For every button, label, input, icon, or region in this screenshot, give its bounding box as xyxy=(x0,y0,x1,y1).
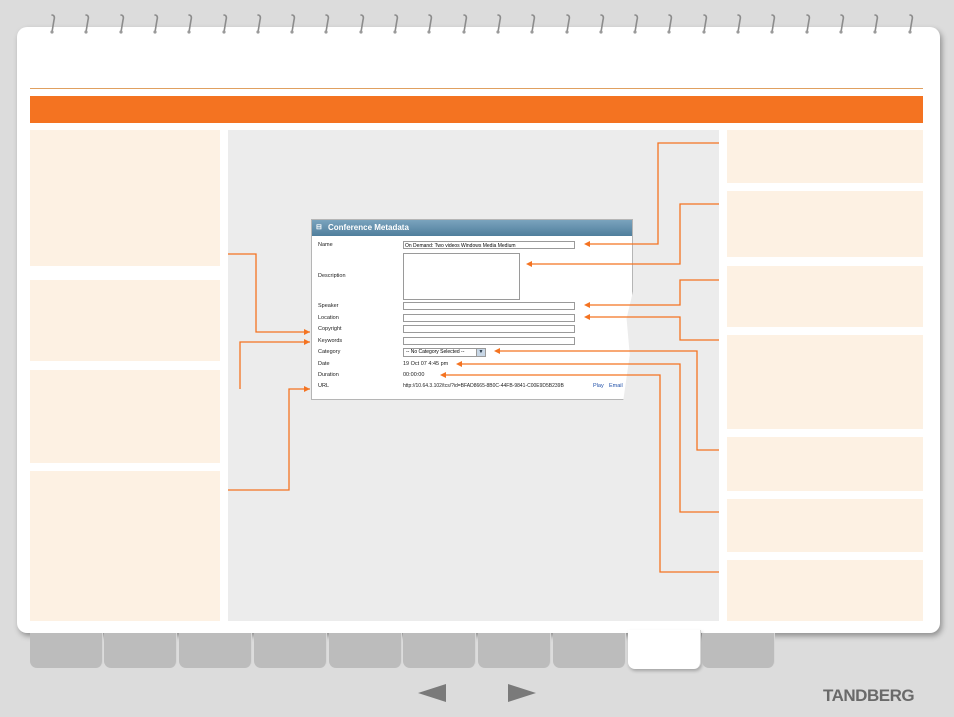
url-label: URL xyxy=(318,383,330,389)
play-link[interactable]: Play xyxy=(593,383,604,389)
copyright-label: Copyright xyxy=(318,326,342,332)
email-link[interactable]: Email xyxy=(609,383,623,389)
keywords-field[interactable] xyxy=(403,337,575,345)
nav-tab-1[interactable] xyxy=(30,633,103,668)
spiral-ring xyxy=(633,14,639,34)
right-info-panel-4 xyxy=(727,335,923,429)
spiral-ring xyxy=(873,14,879,34)
spiral-ring xyxy=(907,14,913,34)
chevron-down-icon[interactable]: ▼ xyxy=(476,349,485,356)
nav-tab-2[interactable] xyxy=(104,633,177,668)
description-field[interactable] xyxy=(403,253,520,300)
category-label: Category xyxy=(318,349,341,355)
right-info-panel-2 xyxy=(727,191,923,257)
right-info-panel-6 xyxy=(727,499,923,552)
spiral-ring xyxy=(530,14,536,34)
tandberg-logo: TANDBERG xyxy=(823,686,915,705)
date-label: Date xyxy=(318,361,330,367)
right-info-panel-3 xyxy=(727,266,923,327)
duration-value: 00:00:00 xyxy=(403,372,425,378)
spiral-ring xyxy=(393,14,399,34)
left-info-panel-1 xyxy=(30,130,220,266)
name-label: Name xyxy=(318,242,333,248)
spiral-ring xyxy=(667,14,673,34)
title-divider xyxy=(30,88,923,89)
conference-metadata-panel: ⊟ Conference Metadata Name On Demand: Tw… xyxy=(311,219,633,400)
panel-title: Conference Metadata xyxy=(328,223,409,232)
spiral-ring xyxy=(839,14,845,34)
collapse-icon[interactable]: ⊟ xyxy=(316,224,322,231)
nav-tab-4[interactable] xyxy=(254,633,327,668)
right-info-panel-7 xyxy=(727,560,923,621)
nav-tab-5[interactable] xyxy=(329,633,402,668)
right-info-panel-5 xyxy=(727,437,923,491)
spiral-ring xyxy=(496,14,502,34)
name-field[interactable]: On Demand: Two videos Windows Media Medi… xyxy=(403,241,575,249)
left-info-panel-4 xyxy=(30,471,220,621)
spiral-ring xyxy=(804,14,810,34)
nav-tab-7[interactable] xyxy=(478,633,551,668)
spiral-ring xyxy=(187,14,193,34)
location-label: Location xyxy=(318,315,339,321)
spiral-ring xyxy=(359,14,364,34)
duration-label: Duration xyxy=(318,372,339,378)
keywords-label: Keywords xyxy=(318,338,343,344)
url-value: http://10.64.3.102/tcs/?id=BFAD8665-8B0C… xyxy=(403,383,564,389)
panel-header: ⊟ Conference Metadata xyxy=(312,220,632,236)
spiral-ring xyxy=(221,14,227,34)
spiral-ring xyxy=(427,14,433,34)
spiral-ring xyxy=(599,14,604,34)
speaker-label: Speaker xyxy=(318,303,339,309)
location-field[interactable] xyxy=(403,314,575,322)
nav-tab-8[interactable] xyxy=(553,633,626,668)
nav-tab-3[interactable] xyxy=(179,633,252,668)
spiral-ring xyxy=(84,14,90,34)
spiral-ring xyxy=(702,14,707,34)
right-info-panel-1 xyxy=(727,130,923,183)
category-select[interactable]: -- No Category Selected -- ▼ xyxy=(403,348,486,357)
spiral-ring xyxy=(324,14,330,34)
spiral-ring xyxy=(564,14,570,34)
section-header-bar xyxy=(30,96,923,123)
spiral-ring xyxy=(256,14,261,34)
spiral-ring xyxy=(118,14,124,34)
speaker-field[interactable] xyxy=(403,302,575,310)
spiral-ring xyxy=(461,14,467,34)
left-info-panel-2 xyxy=(30,280,220,361)
nav-tab-6[interactable] xyxy=(403,633,476,668)
spiral-ring xyxy=(290,14,296,34)
right-arrow-icon[interactable] xyxy=(508,684,536,702)
left-arrow-icon[interactable] xyxy=(418,684,446,702)
spiral-ring xyxy=(736,14,742,34)
nav-tab-10[interactable] xyxy=(702,633,775,668)
spiral-ring xyxy=(153,14,159,34)
copyright-field[interactable] xyxy=(403,325,575,333)
left-info-panel-3 xyxy=(30,370,220,463)
nav-tab-9-active[interactable] xyxy=(628,630,701,669)
date-value: 19 Oct 07 4:45 pm xyxy=(403,361,449,367)
spiral-ring xyxy=(770,14,776,34)
description-label: Description xyxy=(318,273,346,279)
category-selected: -- No Category Selected -- xyxy=(406,349,465,355)
spiral-ring xyxy=(50,14,56,34)
